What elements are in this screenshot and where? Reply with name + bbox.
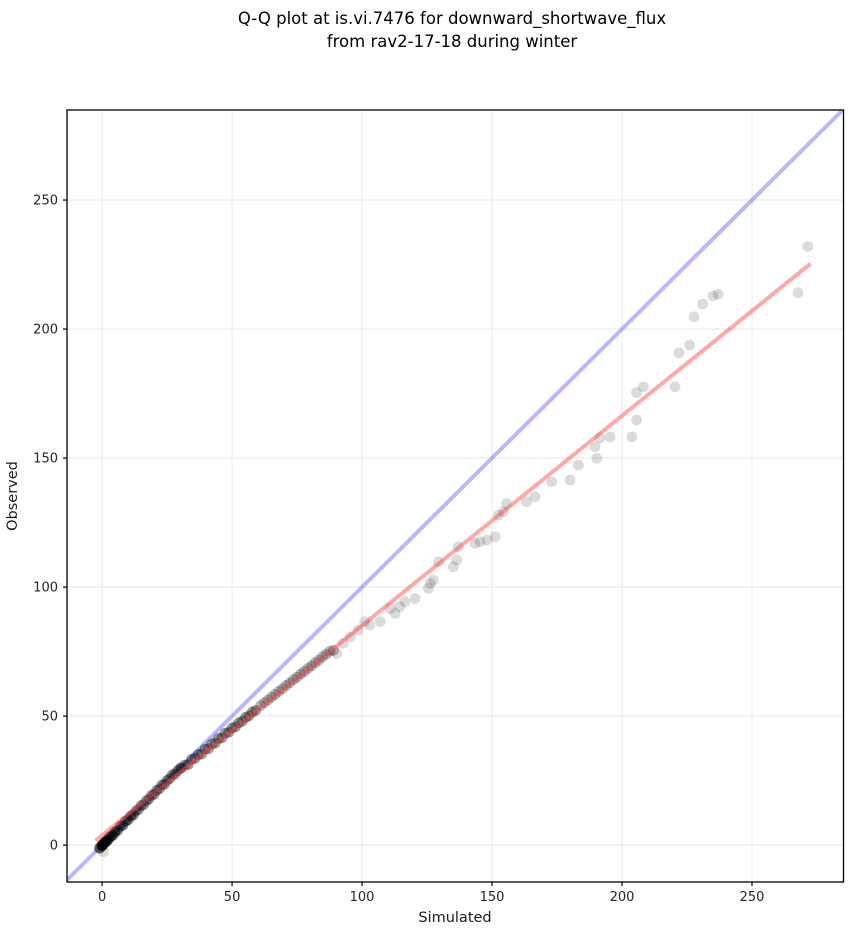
svg-text:100: 100 (350, 890, 375, 905)
plot-area (67, 110, 844, 882)
svg-text:200: 200 (610, 890, 635, 905)
identity-line (67, 110, 844, 882)
svg-text:200: 200 (33, 323, 58, 338)
x-axis-ticks: 0 50 100 150 200 250 (98, 882, 764, 905)
svg-text:100: 100 (33, 581, 58, 596)
svg-text:50: 50 (41, 710, 58, 725)
y-axis-label: Observed (5, 461, 21, 531)
plot-title-line1: Q-Q plot at is.vi.7476 for downward_shor… (238, 9, 666, 29)
scatter-points (94, 241, 814, 858)
svg-text:150: 150 (480, 890, 505, 905)
fit-line (94, 262, 812, 843)
plot-border (66, 109, 845, 883)
svg-text:0: 0 (98, 890, 106, 905)
svg-text:150: 150 (33, 452, 58, 467)
gridlines (67, 110, 844, 882)
svg-text:250: 250 (33, 194, 58, 209)
svg-text:250: 250 (740, 890, 765, 905)
plot-title-line2: from rav2-17-18 during winter (327, 32, 578, 51)
svg-text:50: 50 (224, 890, 241, 905)
svg-text:0: 0 (50, 839, 58, 854)
y-axis-ticks: 0 50 100 150 200 250 (33, 194, 67, 854)
x-axis-label: Simulated (418, 910, 491, 926)
